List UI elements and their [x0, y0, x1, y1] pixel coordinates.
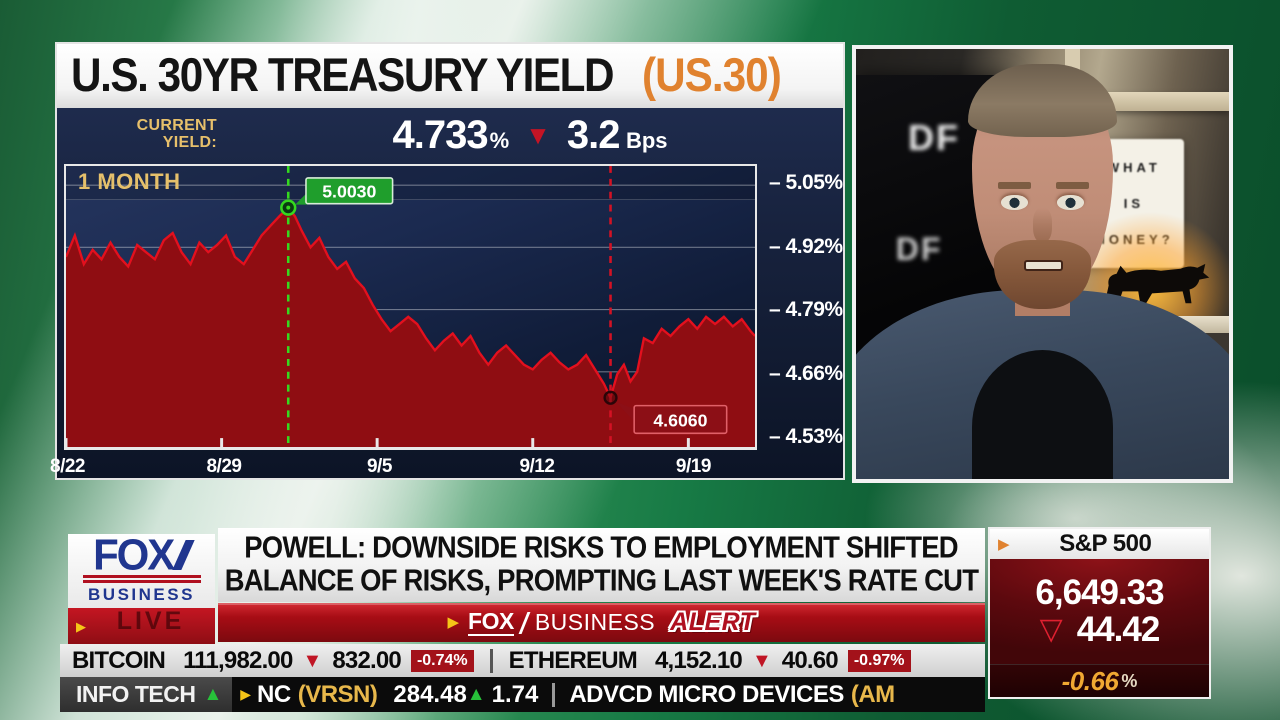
stock-price: 284.48: [393, 680, 467, 708]
play-icon: ▶: [240, 686, 252, 702]
svg-text:4.6060: 4.6060: [653, 410, 707, 430]
ticker-change: 40.60: [781, 646, 839, 674]
play-icon: ▶: [76, 618, 86, 634]
sp500-label: S&P 500: [1059, 530, 1152, 557]
headline-banner: POWELL: DOWNSIDE RISKS TO EMPLOYMENT SHI…: [218, 528, 985, 602]
ticker-symbol: ETHEREUM: [508, 646, 638, 674]
ticker-price: 111,982.00: [183, 646, 293, 674]
alert-brand-business: BUSINESS: [534, 609, 656, 635]
panel-title-bar: U.S. 30YR TREASURY YIELD (US.30): [57, 44, 843, 108]
play-icon: ▶: [447, 614, 460, 631]
x-axis-labels: 8/22 8/29 9/5 9/12 9/19: [50, 452, 757, 478]
chart-range-label: 1 MONTH: [78, 169, 181, 194]
down-triangle-icon: ▼: [525, 120, 551, 150]
fox-business-logo: FOX BUSINESS: [68, 530, 215, 608]
x-tick-label: 9/19: [675, 456, 711, 477]
sp500-quote-box: ▶ S&P 500 6,649.33 ▽ 44.42 -0.66 %: [988, 527, 1211, 699]
ticker-price: 4,152.10: [654, 646, 743, 674]
screen-logo-text-lower: DF: [895, 231, 943, 268]
current-yield-label: CURRENT YIELD:: [136, 117, 217, 151]
y-tick-label: – 5.05%: [769, 171, 843, 195]
ticker-symbol: BITCOIN: [72, 646, 166, 674]
guest-eye-left: [1001, 195, 1028, 210]
logo-business-text: BUSINESS: [88, 584, 195, 604]
logo-fox-text: FOX: [93, 530, 175, 579]
x-tick-label: 9/12: [519, 456, 555, 477]
y-axis-labels: – 5.05% – 4.92% – 4.79% – 4.66% – 4.53%: [759, 164, 843, 450]
current-yield-value: 4.733%: [392, 112, 510, 157]
sp500-footer: -0.66 %: [990, 664, 1209, 697]
ticker-symbol: (US.30): [641, 49, 782, 102]
sp500-body: 6,649.33 ▽ 44.42: [990, 559, 1209, 664]
ticker-percent-badge: -0.97%: [847, 649, 911, 672]
logo-red-rule: [82, 574, 201, 583]
current-yield-readout: 4.733% ▼ 3.2 Bps: [217, 113, 843, 158]
up-triangle-icon: ▲: [203, 684, 223, 705]
guest-mouth: [1023, 259, 1063, 271]
y-tick-label: – 4.79%: [769, 298, 843, 322]
headline-line-2: BALANCE OF RISKS, PROMPTING LAST WEEK'S …: [224, 563, 979, 598]
ticker-change: 832.00: [332, 646, 401, 674]
panel-title: U.S. 30YR TREASURY YIELD: [71, 49, 615, 102]
down-triangle-icon: ▼: [302, 649, 323, 672]
sector-chip: INFO TECH ▲: [60, 677, 233, 712]
ticker-divider: [552, 682, 556, 707]
y-tick-label: – 4.92%: [769, 234, 843, 258]
stock-change: 1.74: [491, 680, 539, 708]
ticker-divider: [489, 648, 493, 673]
guest-beard: [994, 240, 1091, 310]
fox-business-alert-bar: ▶ FOX BUSINESS ALERT: [218, 603, 985, 642]
ticker-percent-badge: -0.74%: [410, 649, 474, 672]
sp500-header: ▶ S&P 500: [990, 529, 1209, 559]
sp500-value: 6,649.33: [1035, 572, 1164, 612]
stock-name: NC: [257, 680, 291, 708]
play-icon: ▶: [998, 535, 1010, 553]
current-yield-change: 3.2 Bps: [566, 112, 668, 157]
screen-logo-text: DF: [907, 116, 960, 158]
current-yield-strip: CURRENT YIELD: 4.733% ▼ 3.2 Bps: [57, 108, 843, 162]
yield-area-chart: 5.0030 4.6060: [66, 166, 755, 447]
guest-nose: [1033, 208, 1052, 243]
live-bug: ▶ LIVE: [68, 606, 215, 644]
stock-symbol: (AM: [850, 680, 895, 708]
guest-shirt: [971, 350, 1114, 479]
bull-statue: [1104, 263, 1210, 304]
stock-symbol: (VRSN): [297, 680, 378, 708]
stock-ticker-row: INFO TECH ▲ ▶ NC (VRSN) 284.48 ▲ 1.74 ADVCD MIC…: [60, 677, 985, 712]
y-tick-label: – 4.53%: [769, 424, 843, 448]
guest-eye-right: [1057, 195, 1084, 210]
hollow-down-triangle-icon: ▽: [1039, 613, 1063, 647]
x-tick-label: 9/5: [366, 456, 392, 477]
live-label: LIVE: [116, 606, 185, 635]
headline-line-1: POWELL: DOWNSIDE RISKS TO EMPLOYMENT SHI…: [244, 530, 959, 565]
guest-eyebrow-right: [1055, 182, 1090, 190]
sp500-percent-change: -0.66: [1061, 665, 1119, 696]
sp500-percent-unit: %: [1121, 670, 1138, 691]
guest-hair: [967, 64, 1118, 138]
plot-header-band: [66, 166, 755, 200]
x-tick-label: 8/22: [50, 456, 85, 477]
svg-text:5.0030: 5.0030: [322, 182, 376, 202]
y-tick-label: – 4.66%: [769, 361, 843, 385]
stock-name: ADVCD MICRO DEVICES: [569, 680, 844, 708]
down-triangle-icon: ▼: [751, 649, 772, 672]
up-triangle-icon: ▲: [466, 684, 486, 705]
logo-searchlight-slash: [171, 539, 195, 570]
alert-brand-fox: FOX: [468, 607, 514, 636]
guest-video-feed: DF DF WHAT IS MONEY?: [852, 45, 1233, 483]
sector-label: INFO TECH: [76, 681, 196, 707]
x-tick-label: 8/29: [206, 456, 242, 477]
yield-chart-plot: 1 MONTH 5.0030 4.6060: [64, 164, 757, 450]
guest-eyebrow-left: [997, 182, 1032, 190]
sp500-change: 44.42: [1076, 609, 1161, 649]
crypto-ticker-row: BITCOIN 111,982.00 ▼ 832.00 -0.74% ETHEREUM 4,…: [60, 644, 985, 677]
alert-word: ALERT: [670, 608, 756, 636]
chart-area: 1 MONTH 5.0030 4.6060 – 5.05% – 4.92% – 4.7…: [50, 162, 843, 478]
treasury-yield-panel: U.S. 30YR TREASURY YIELD (US.30) CURRENT…: [50, 42, 845, 480]
alert-brand-separator: [518, 611, 531, 634]
